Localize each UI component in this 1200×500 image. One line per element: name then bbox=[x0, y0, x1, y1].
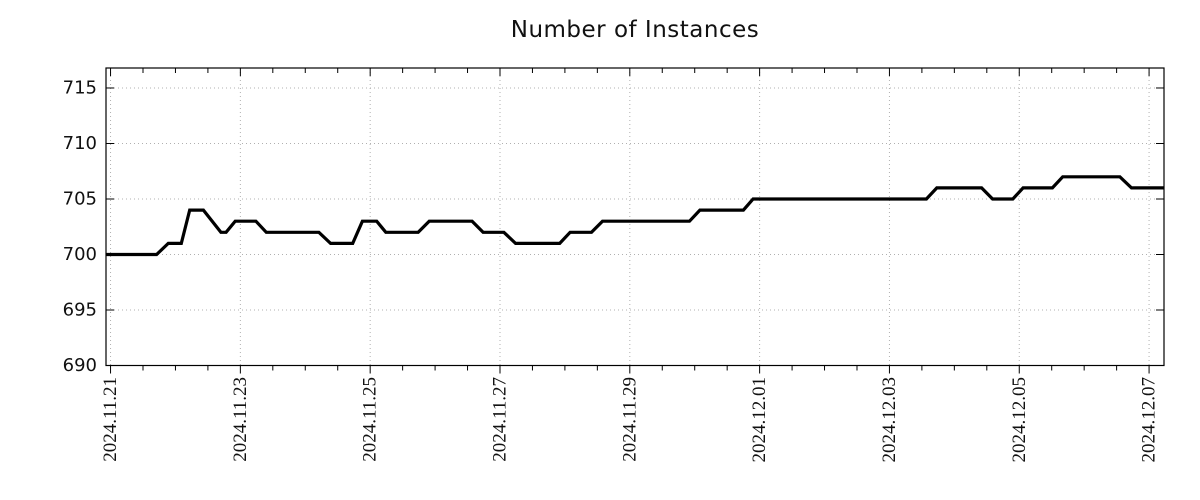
x-tick-label: 2024.11.25 bbox=[360, 377, 381, 462]
y-tick-label: 695 bbox=[63, 299, 97, 320]
y-tick-label: 710 bbox=[63, 133, 97, 154]
y-tick-label: 715 bbox=[63, 77, 97, 98]
x-tick-labels: 2024.11.21 2024.11.23 2024.11.25 2024.11.27… bbox=[100, 377, 1160, 463]
chart-title: Number of Instances bbox=[510, 17, 760, 43]
plot-border bbox=[105, 67, 1165, 367]
x-tick-label: 2024.11.27 bbox=[489, 377, 510, 462]
gridlines bbox=[106, 68, 1164, 366]
x-tick-label: 2024.12.05 bbox=[1009, 377, 1030, 463]
y-tick-label: 705 bbox=[63, 188, 97, 209]
data-line bbox=[106, 175, 1164, 257]
y-tick-labels: 690 695 700 705 710 715 bbox=[63, 77, 97, 376]
x-tick-label: 2024.12.07 bbox=[1139, 377, 1160, 463]
y-tick-label: 700 bbox=[63, 244, 97, 265]
x-tick-label: 2024.12.01 bbox=[749, 377, 770, 463]
x-tick-label: 2024.11.23 bbox=[230, 377, 251, 462]
x-tick-label: 2024.11.21 bbox=[100, 377, 121, 462]
axis-ticks bbox=[106, 68, 1164, 374]
y-tick-label: 690 bbox=[63, 355, 97, 376]
x-tick-label: 2024.12.03 bbox=[879, 377, 900, 463]
x-tick-label: 2024.11.29 bbox=[619, 377, 640, 462]
